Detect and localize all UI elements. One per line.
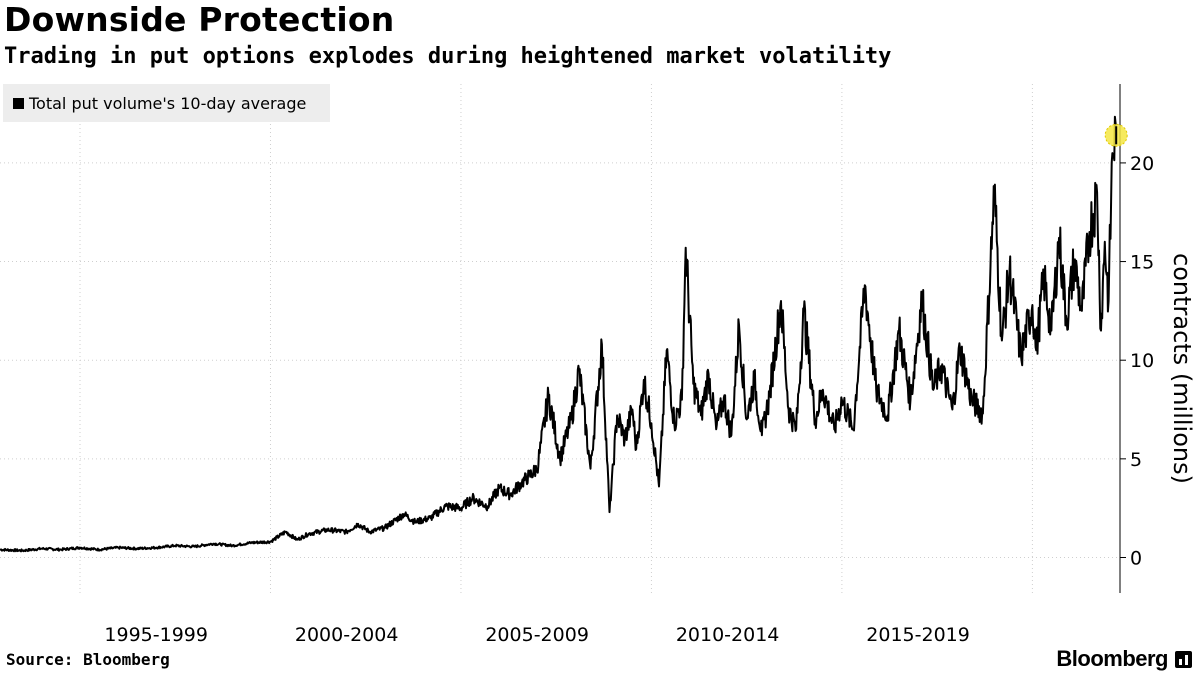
x-tick-label-2: 2005-2009 — [485, 624, 589, 646]
y-tick-label-5: 5 — [1130, 449, 1142, 471]
legend-label: Total put volume's 10-day average — [29, 93, 307, 113]
plot-area — [0, 115, 1128, 553]
series-line-0 — [0, 115, 1118, 553]
gridlines — [0, 84, 1120, 593]
x-tick-label-3: 2010-2014 — [676, 624, 780, 646]
y-axis: 0 5 10 15 20 — [1119, 84, 1154, 593]
source-note: Source: Bloomberg — [6, 650, 170, 669]
y-axis-title: contracts (millions) — [1168, 253, 1196, 484]
brand-logo-text: Bloomberg — [1056, 646, 1168, 671]
bloomberg-icon — [1175, 651, 1192, 668]
y-tick-label-20: 20 — [1130, 153, 1154, 175]
legend-swatch — [13, 97, 24, 109]
y-tick-label-10: 10 — [1130, 350, 1154, 372]
x-tick-label-4: 2015-2019 — [866, 624, 970, 646]
x-tick-label-1: 2000-2004 — [295, 624, 399, 646]
chart-subtitle: Trading in put options explodes during h… — [4, 44, 892, 69]
x-tick-label-0: 1995-1999 — [104, 624, 208, 646]
legend: Total put volume's 10-day average — [3, 84, 330, 122]
y-tick-label-0: 0 — [1130, 547, 1142, 569]
x-axis: 1995-1999 2000-2004 2005-2009 2010-2014 2015… — [104, 624, 969, 646]
chart-title: Downside Protection — [4, 0, 395, 39]
y-tick-label-15: 15 — [1130, 252, 1154, 274]
